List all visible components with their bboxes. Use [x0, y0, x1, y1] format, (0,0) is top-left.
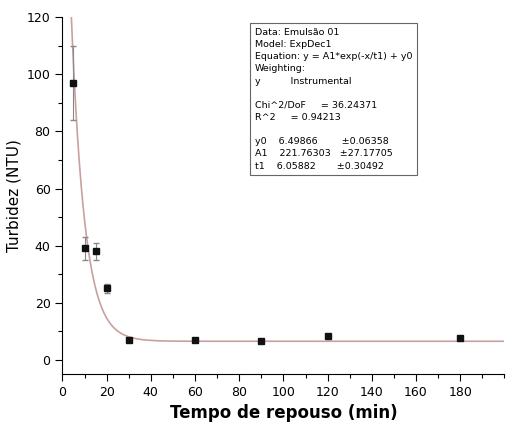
- Y-axis label: Turbidez (NTU): Turbidez (NTU): [6, 139, 21, 252]
- X-axis label: Tempo de repouso (min): Tempo de repouso (min): [170, 405, 397, 422]
- Text: Data: Emulsão 01
Model: ExpDec1
Equation: y = A1*exp(-x/t1) + y0
Weighting:
y   : Data: Emulsão 01 Model: ExpDec1 Equation…: [255, 28, 412, 171]
